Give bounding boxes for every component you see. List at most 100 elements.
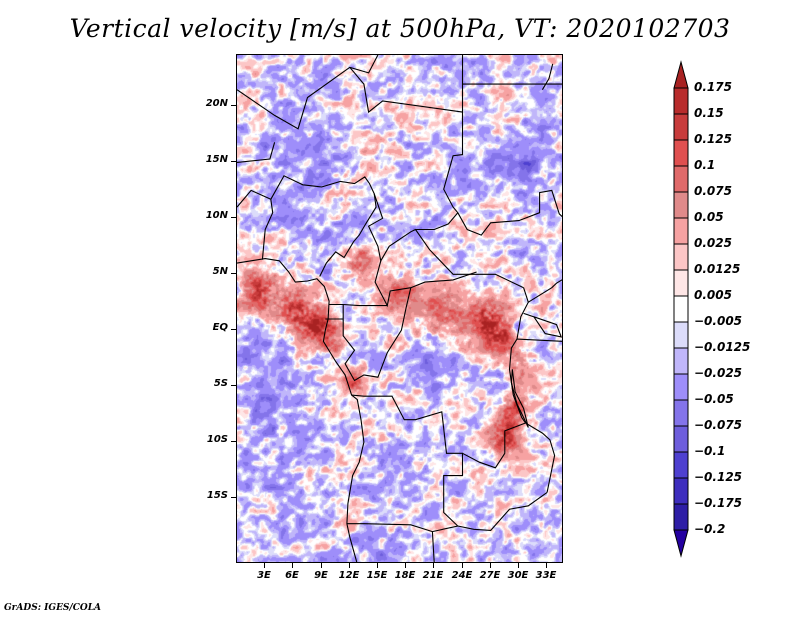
y-tick-label: 10N bbox=[205, 210, 228, 221]
colorbar-extend-max-triangle bbox=[673, 60, 689, 89]
x-tick-label: 27E bbox=[479, 570, 501, 581]
colorbar-box bbox=[673, 399, 689, 427]
colorbar-box bbox=[673, 165, 689, 193]
border-line bbox=[237, 258, 365, 562]
x-tick-label: 24E bbox=[451, 570, 473, 581]
y-tick-mark bbox=[231, 273, 236, 274]
colorbar-label: −0.075 bbox=[694, 418, 743, 432]
border-line bbox=[510, 369, 529, 428]
border-line bbox=[523, 312, 562, 338]
colorbar-label: 0.075 bbox=[694, 184, 732, 198]
y-tick-mark bbox=[231, 329, 236, 330]
colorbar-box bbox=[673, 113, 689, 141]
y-tick-mark bbox=[231, 385, 236, 386]
colorbar-box bbox=[673, 503, 689, 531]
colorbar-label: 0.025 bbox=[694, 236, 732, 250]
map-plot-area bbox=[236, 54, 563, 563]
colorbar-box bbox=[673, 295, 689, 323]
colorbar-label: −0.125 bbox=[694, 470, 743, 484]
y-tick-label: 15N bbox=[205, 154, 228, 165]
colorbar-label: −0.025 bbox=[694, 366, 743, 380]
colorbar-box bbox=[673, 269, 689, 297]
border-line bbox=[270, 175, 377, 277]
y-tick-label: 10S bbox=[206, 434, 228, 445]
colorbar-extend-min-triangle bbox=[673, 529, 689, 558]
x-tick-label: 33E bbox=[535, 570, 557, 581]
y-tick-mark bbox=[231, 161, 236, 162]
border-line bbox=[367, 193, 524, 289]
y-tick-label: 5N bbox=[212, 266, 228, 277]
colorbar-label: 0.125 bbox=[694, 132, 732, 146]
y-tick-mark bbox=[231, 497, 236, 498]
colorbar-box bbox=[673, 87, 689, 115]
colorbar-label: 0.0125 bbox=[694, 262, 741, 276]
y-tick-mark bbox=[231, 441, 236, 442]
colorbar-label: 0.005 bbox=[694, 288, 732, 302]
colorbar-box bbox=[673, 321, 689, 349]
vertical-velocity-field bbox=[237, 55, 562, 562]
y-tick-label: 15S bbox=[206, 490, 228, 501]
y-tick-mark bbox=[231, 217, 236, 218]
border-line bbox=[237, 189, 274, 260]
x-tick-mark bbox=[518, 563, 519, 568]
border-line bbox=[457, 189, 562, 236]
colorbar-label: −0.2 bbox=[694, 522, 726, 536]
colorbar-label: −0.05 bbox=[694, 392, 734, 406]
x-tick-mark bbox=[349, 563, 350, 568]
x-tick-label: 3E bbox=[257, 570, 271, 581]
border-line bbox=[329, 303, 388, 307]
y-tick-mark bbox=[231, 105, 236, 106]
x-tick-label: 15E bbox=[366, 570, 388, 581]
colorbar-label: 0.1 bbox=[694, 158, 716, 172]
x-tick-mark bbox=[405, 563, 406, 568]
x-tick-mark bbox=[546, 563, 547, 568]
x-tick-mark bbox=[433, 563, 434, 568]
colorbar bbox=[673, 60, 689, 558]
colorbar-box bbox=[673, 243, 689, 271]
chart-title: Vertical velocity [m/s] at 500hPa, VT: 2… bbox=[69, 14, 731, 43]
border-line bbox=[237, 142, 276, 163]
x-tick-mark bbox=[377, 563, 378, 568]
country-borders bbox=[237, 55, 562, 562]
x-tick-mark bbox=[490, 563, 491, 568]
x-tick-mark bbox=[264, 563, 265, 568]
x-tick-mark bbox=[321, 563, 322, 568]
colorbar-label: −0.175 bbox=[694, 496, 743, 510]
colorbar-box bbox=[673, 191, 689, 219]
border-line bbox=[462, 422, 526, 469]
colorbar-box bbox=[673, 373, 689, 401]
x-tick-label: 18E bbox=[394, 570, 416, 581]
border-line bbox=[325, 287, 412, 382]
border-line bbox=[349, 55, 464, 114]
x-tick-label: 12E bbox=[338, 570, 360, 581]
x-tick-label: 21E bbox=[422, 570, 444, 581]
y-tick-label: EQ bbox=[212, 322, 228, 333]
colorbar-box bbox=[673, 425, 689, 453]
border-line bbox=[457, 491, 548, 531]
x-tick-label: 6E bbox=[285, 570, 299, 581]
border-line bbox=[431, 531, 435, 562]
border-line bbox=[528, 279, 562, 303]
border-line bbox=[415, 112, 464, 231]
x-tick-mark bbox=[292, 563, 293, 568]
colorbar-box bbox=[673, 347, 689, 375]
border-line bbox=[541, 63, 554, 90]
colorbar-label: 0.175 bbox=[694, 80, 732, 94]
border-line bbox=[374, 260, 477, 308]
colorbar-label: −0.1 bbox=[694, 444, 726, 458]
y-tick-label: 20N bbox=[205, 98, 228, 109]
x-tick-label: 9E bbox=[314, 570, 328, 581]
colorbar-label: 0.15 bbox=[694, 106, 724, 120]
colorbar-label: 0.05 bbox=[694, 210, 724, 224]
colorbar-box bbox=[673, 451, 689, 479]
border-line bbox=[516, 338, 562, 342]
grads-credit: GrADS: IGES/COLA bbox=[4, 603, 102, 613]
colorbar-label: −0.005 bbox=[694, 314, 743, 328]
x-tick-mark bbox=[462, 563, 463, 568]
y-tick-label: 5S bbox=[213, 378, 228, 389]
colorbar-box bbox=[673, 217, 689, 245]
border-line bbox=[508, 287, 556, 493]
colorbar-box bbox=[673, 477, 689, 505]
border-line bbox=[237, 55, 379, 130]
x-tick-label: 30E bbox=[507, 570, 529, 581]
